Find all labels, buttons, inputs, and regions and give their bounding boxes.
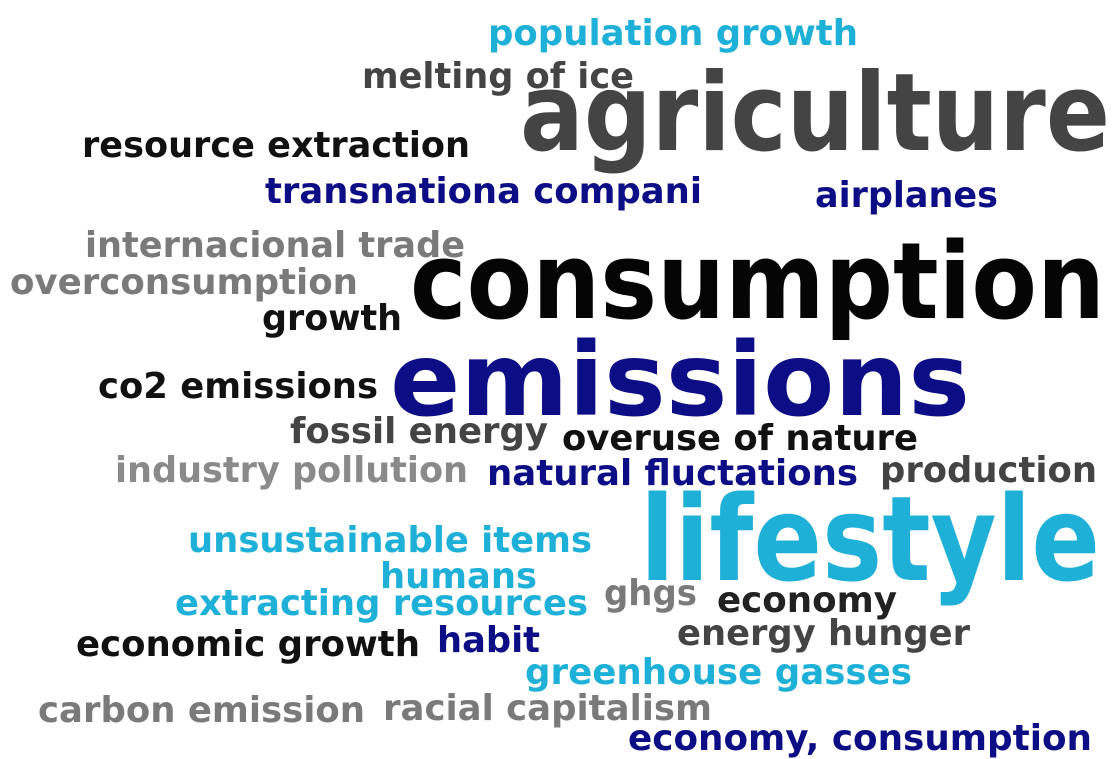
word: industry pollution (115, 450, 468, 491)
word: fossil energy (290, 411, 548, 452)
word: internacional trade (85, 225, 465, 266)
word: habit (437, 620, 540, 661)
word: humans (380, 556, 537, 597)
word: economy, consumption (628, 718, 1092, 759)
word: unsustainable items (188, 520, 592, 561)
word: energy hunger (677, 613, 970, 654)
word: resource extraction (82, 125, 470, 166)
word: economy (717, 580, 897, 621)
word: greenhouse gasses (525, 652, 912, 693)
word: emissions (390, 321, 970, 440)
word: co2 emissions (98, 366, 378, 407)
word: economic growth (76, 624, 420, 665)
word: natural fluctations (487, 453, 858, 494)
word: carbon emission (38, 690, 365, 731)
word: population growth (488, 13, 858, 54)
word: airplanes (815, 175, 998, 216)
word: racial capitalism (383, 688, 712, 729)
word: agriculture (520, 51, 1110, 176)
word: consumption (410, 220, 1105, 343)
word: growth (262, 298, 402, 339)
word: overconsumption (10, 262, 358, 303)
word: transnationa compani (265, 171, 702, 212)
word: melting of ice (362, 56, 634, 97)
word: extracting resources (175, 583, 588, 624)
word: production (880, 450, 1097, 491)
word: overuse of nature (562, 418, 918, 459)
word: lifestyle (640, 470, 1100, 608)
word: ghgs (604, 573, 697, 614)
